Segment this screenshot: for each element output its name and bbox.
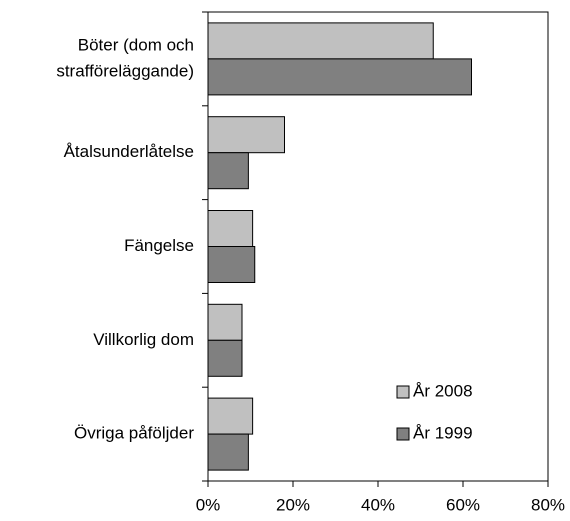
x-tick-label: 20% <box>276 495 310 514</box>
bar <box>207 339 243 377</box>
y-tick-label: Villkorlig dom <box>93 330 194 349</box>
y-tick-label: Övriga påföljder <box>74 424 194 443</box>
legend-swatch <box>396 427 410 441</box>
y-tick-label: Böter (dom och <box>78 35 194 54</box>
bar <box>207 210 254 247</box>
legend-label: År 1999 <box>413 423 473 442</box>
bar <box>207 397 254 435</box>
bar <box>207 152 249 190</box>
bar <box>207 116 285 154</box>
y-tick-label: Fängelse <box>124 236 194 255</box>
y-tick-label: strafföreläggande) <box>56 61 194 80</box>
bar <box>207 246 256 283</box>
bar <box>207 22 434 60</box>
x-tick-label: 0% <box>196 495 221 514</box>
x-tick-label: 80% <box>531 495 565 514</box>
bar <box>207 58 472 96</box>
legend-swatch <box>396 385 410 399</box>
x-tick-label: 60% <box>446 495 480 514</box>
y-tick-label: Åtalsunderlåtelse <box>64 142 194 161</box>
legend-label: År 2008 <box>413 381 473 400</box>
bar <box>207 433 249 471</box>
bar <box>207 303 243 341</box>
x-tick-label: 40% <box>361 495 395 514</box>
